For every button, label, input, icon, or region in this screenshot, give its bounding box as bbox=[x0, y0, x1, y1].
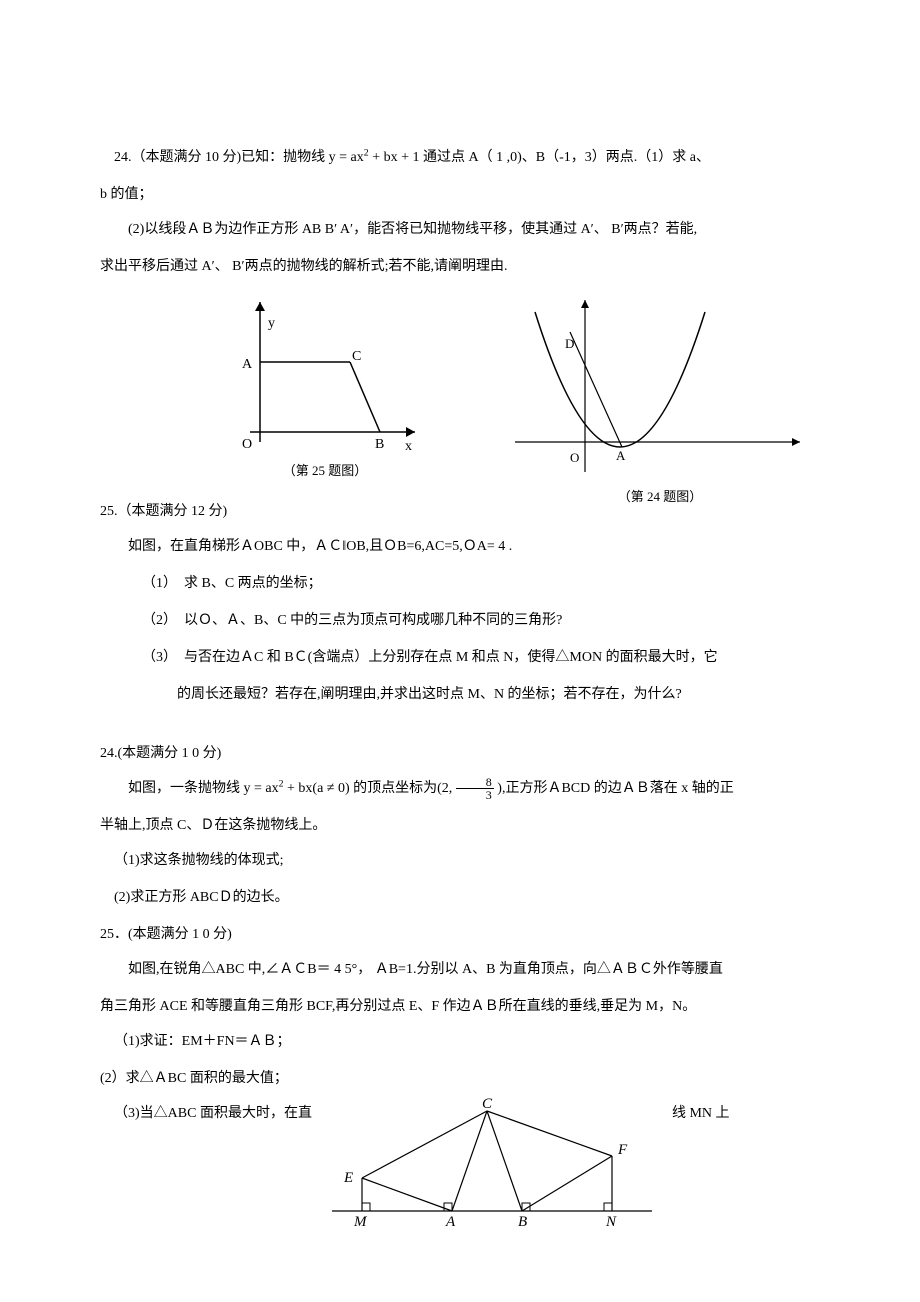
fig24-svg: D O A bbox=[510, 292, 810, 482]
q1-text: 求 B、C 两点的坐标； bbox=[181, 576, 322, 591]
label-D: D bbox=[565, 336, 574, 351]
p25b-line5: (2）求△ＡBC 面积的最大值； bbox=[100, 1061, 830, 1096]
text: + bx + 1 通过点 A（ 1 ,0)、B（-1，3）两点.（1）求 a、 bbox=[369, 150, 710, 165]
label-E: E bbox=[343, 1170, 353, 1186]
p25b-line6-row: （3)当△ABC 面积最大时，在直 C E F M A B N 线 MN 上 bbox=[100, 1096, 830, 1226]
p25a-q2: （2） 以Ｏ、Ａ、B、C 中的三点为顶点可构成哪几种不同的三角形? bbox=[100, 603, 830, 638]
p25a-line2: 如图，在直角梯形ＡOBC 中，ＡＣ‖OB,且ＯB=6,AC=5,ＯA= 4 . bbox=[100, 529, 830, 564]
p25b-line2: 如图,在锐角△ABC 中,∠ＡＣB＝ 4 5°， ＡB=1.分别以 A、B 为直… bbox=[100, 952, 830, 987]
q2-label: （2） bbox=[142, 613, 177, 628]
label-M: M bbox=[353, 1214, 368, 1226]
p25a-q3b: 的周长还最短？若存在,阐明理由,并求出这时点 M、N 的坐标；若不存在，为什么? bbox=[100, 677, 830, 712]
p24a-line3: (2)以线段ＡＢ为边作正方形 AB B′ A′，能否将已知抛物线平移，使其通过 … bbox=[100, 212, 830, 247]
label-C: C bbox=[352, 349, 361, 364]
p25b-line6a: （3)当△ABC 面积最大时，在直 bbox=[100, 1096, 312, 1131]
label-B: B bbox=[375, 437, 384, 452]
q3-label: （3） bbox=[142, 650, 177, 665]
label-A: A bbox=[242, 357, 253, 372]
p24b-line4: （1)求这条抛物线的体现式; bbox=[100, 843, 830, 878]
label-x: x bbox=[405, 439, 412, 454]
fig24-caption: （第 24 题图） bbox=[618, 488, 703, 506]
p24a-line2: b 的值； bbox=[100, 177, 830, 212]
text: + bx(a ≠ 0) 的顶点坐标为(2, bbox=[284, 781, 456, 796]
fig24-wrap: D O A （第 24 题图） bbox=[510, 292, 810, 506]
p24a-line4: 求出平移后通过 A′、 B′两点的抛物线的解析式;若不能,请阐明理由. bbox=[100, 249, 830, 284]
fraction: 83 bbox=[456, 776, 494, 801]
p24b-line5: (2)求正方形 ABCＤ的边长。 bbox=[100, 880, 830, 915]
p25b-line1: 25．(本题满分 1 0 分) bbox=[100, 917, 830, 952]
fig25-caption: （第 25 题图） bbox=[283, 462, 368, 480]
label-y: y bbox=[268, 316, 275, 331]
p24b-line2: 如图，一条抛物线 y = ax2 + bx(a ≠ 0) 的顶点坐标为(2, 8… bbox=[100, 771, 830, 806]
label-A: A bbox=[445, 1214, 456, 1226]
p24a-line1: 24.（本题满分 10 分)已知：抛物线 y = ax2 + bx + 1 通过… bbox=[100, 140, 830, 175]
text: 24.（本题满分 10 分)已知：抛物线 y = ax bbox=[114, 150, 364, 165]
p25a-q1: （1） 求 B、C 两点的坐标； bbox=[100, 566, 830, 601]
label-F: F bbox=[617, 1142, 628, 1158]
frac-den: 3 bbox=[456, 789, 494, 801]
p25b-line4: （1)求证：EM＋FN＝ＡＢ； bbox=[100, 1024, 830, 1059]
fig25-wrap: y A C O B x （第 25 题图） bbox=[220, 292, 430, 480]
p25b-line3: 角三角形 ACE 和等腰直角三角形 BCF,再分别过点 E、F 作边ＡＢ所在直线… bbox=[100, 989, 830, 1024]
q3-text: 与否在边ＡC 和 BＣ(含端点）上分别存在点 M 和点 N，使得△MON 的面积… bbox=[181, 650, 718, 665]
fig25-svg: y A C O B x bbox=[220, 292, 430, 462]
label-O: O bbox=[242, 437, 252, 452]
label-C: C bbox=[482, 1096, 493, 1112]
text: ),正方形ＡBCD 的边ＡＢ落在 x 轴的正 bbox=[494, 781, 734, 796]
p24b-line3: 半轴上,顶点 C、Ｄ在这条抛物线上。 bbox=[100, 808, 830, 843]
label-B: B bbox=[518, 1214, 527, 1226]
label-N: N bbox=[605, 1214, 617, 1226]
p24b-line1: 24.(本题满分 1 0 分) bbox=[100, 736, 830, 771]
q2-text: 以Ｏ、Ａ、B、C 中的三点为顶点可构成哪几种不同的三角形? bbox=[181, 613, 563, 628]
p25b-line6b: 线 MN 上 bbox=[672, 1096, 730, 1131]
figures-row: y A C O B x （第 25 题图） D O A （第 24 题图） bbox=[100, 292, 830, 506]
text: 如图，一条抛物线 y = ax bbox=[128, 781, 279, 796]
label-A: A bbox=[616, 448, 626, 463]
fig25b-svg: C E F M A B N bbox=[322, 1096, 662, 1226]
p25a-q3: （3） 与否在边ＡC 和 BＣ(含端点）上分别存在点 M 和点 N，使得△MON… bbox=[100, 640, 830, 675]
q1-label: （1） bbox=[142, 576, 177, 591]
label-O: O bbox=[570, 450, 579, 465]
